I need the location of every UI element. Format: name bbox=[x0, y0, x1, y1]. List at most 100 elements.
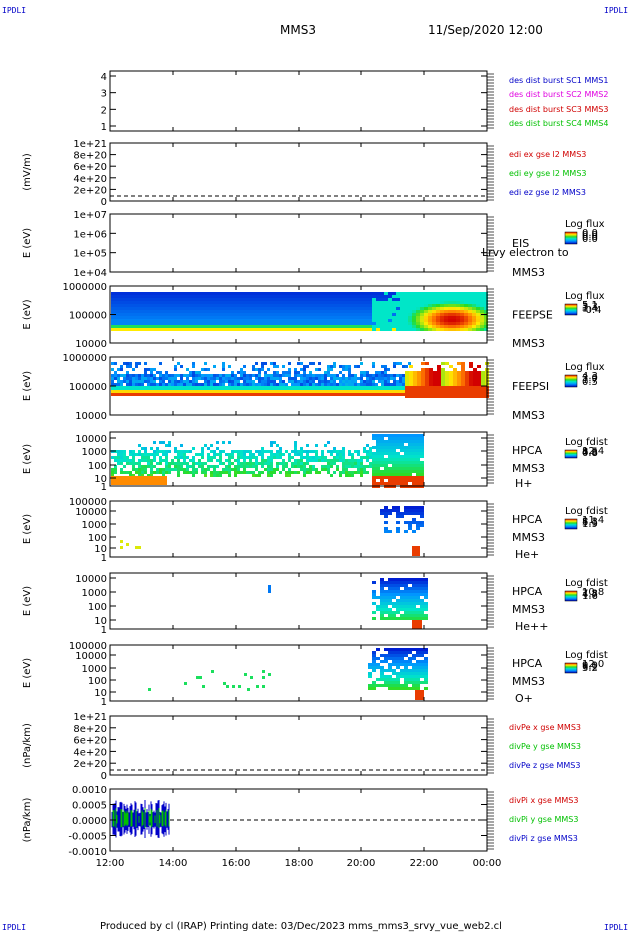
spectrogram-cell bbox=[123, 380, 126, 383]
spectrogram-cell bbox=[392, 319, 396, 322]
spectrogram-cell bbox=[120, 368, 123, 371]
spectrogram-cell bbox=[306, 377, 309, 380]
spectrogram-cell bbox=[153, 465, 156, 468]
spectrogram-cell bbox=[275, 295, 279, 298]
spectrogram-cell bbox=[412, 452, 416, 455]
spectrogram-cell bbox=[147, 453, 150, 456]
spectrogram-cell bbox=[408, 599, 412, 602]
spectrogram-cell bbox=[235, 322, 239, 325]
spectrogram-cell bbox=[360, 468, 363, 471]
spectrogram-cell bbox=[195, 295, 199, 298]
spectrogram-cell bbox=[405, 371, 409, 374]
spectrogram-cell bbox=[396, 304, 400, 307]
spectrogram-cell bbox=[119, 292, 123, 295]
spectrogram-cell bbox=[384, 608, 388, 611]
spectrogram-cell bbox=[318, 471, 321, 474]
spectrogram-cell bbox=[376, 304, 380, 307]
spectrogram-cell bbox=[211, 292, 215, 295]
spectrogram-cell bbox=[135, 307, 139, 310]
spectrogram-cell bbox=[204, 362, 207, 365]
legend-entry: edi ey gse l2 MMS3 bbox=[509, 169, 587, 178]
spectrogram-cell bbox=[476, 319, 480, 322]
spectrogram-cell bbox=[297, 380, 300, 383]
spectrogram-cell bbox=[412, 298, 416, 301]
spectrogram-cell bbox=[392, 663, 396, 666]
spectrogram-cell bbox=[243, 468, 246, 471]
spectrogram-cell bbox=[366, 453, 369, 456]
spectrogram-cell bbox=[249, 383, 252, 386]
spectrogram-cell bbox=[366, 383, 369, 386]
spectrogram-cell bbox=[207, 292, 211, 295]
spectrogram-cell bbox=[444, 307, 448, 310]
spectrogram-cell bbox=[404, 654, 408, 657]
spectrogram-cell bbox=[440, 304, 444, 307]
spectrogram-cell bbox=[396, 506, 400, 509]
spectrogram-cell bbox=[231, 383, 234, 386]
spectrogram-cell bbox=[347, 319, 351, 322]
spectrogram-cell bbox=[445, 374, 449, 377]
spectrogram-cell bbox=[303, 295, 307, 298]
spectrogram-cell bbox=[324, 374, 327, 377]
spectrogram-cell bbox=[151, 322, 155, 325]
spectrogram-cell bbox=[404, 482, 408, 485]
panel-content bbox=[111, 434, 424, 488]
spectrogram-cell bbox=[171, 307, 175, 310]
spectrogram-cell bbox=[436, 328, 440, 331]
spectrogram-cell bbox=[408, 362, 411, 365]
spectrogram-cell bbox=[384, 316, 388, 319]
spectrogram-cell bbox=[405, 383, 409, 386]
spectrogram-cell bbox=[327, 459, 330, 462]
spectrogram-cell bbox=[258, 453, 261, 456]
spectrogram-cell bbox=[367, 316, 371, 319]
spectrogram-cell bbox=[327, 468, 330, 471]
spectrogram-cell bbox=[231, 310, 235, 313]
spectrogram-cell bbox=[428, 328, 432, 331]
spectrogram-cell bbox=[408, 449, 412, 452]
spectrogram-cell bbox=[412, 434, 416, 437]
spectrogram-cell bbox=[421, 374, 425, 377]
spectrogram-cell bbox=[147, 474, 150, 477]
spectrogram-cell bbox=[417, 389, 421, 392]
spectrogram-cell bbox=[294, 374, 297, 377]
spectrogram-cell bbox=[416, 578, 420, 581]
spectrogram-cell bbox=[465, 395, 469, 398]
spectrogram-cell bbox=[283, 313, 287, 316]
spectrogram-cell bbox=[437, 389, 441, 392]
spectrogram-cell bbox=[187, 295, 191, 298]
spectrogram-cell bbox=[440, 328, 444, 331]
spectrogram-cell bbox=[445, 371, 449, 374]
spectrogram-cell bbox=[413, 395, 417, 398]
spectrogram-cell bbox=[460, 304, 464, 307]
spectrogram-cell bbox=[180, 377, 183, 380]
spectrogram-cell bbox=[318, 380, 321, 383]
spectrogram-cell bbox=[147, 295, 151, 298]
spectrogram-cell bbox=[259, 310, 263, 313]
spectrogram-cell bbox=[132, 450, 135, 453]
spectrogram-cell bbox=[343, 298, 347, 301]
spectrogram-cell bbox=[440, 319, 444, 322]
spectrogram-cell bbox=[247, 322, 251, 325]
spectrogram-cell bbox=[150, 453, 153, 456]
spectrogram-cell bbox=[129, 471, 132, 474]
panel-frame bbox=[109, 715, 488, 776]
spectrogram-cell bbox=[279, 295, 283, 298]
spectrogram-cell bbox=[263, 292, 267, 295]
spectrogram-cell bbox=[345, 462, 348, 465]
spectrogram-cell bbox=[228, 377, 231, 380]
spectrogram-cell bbox=[127, 313, 131, 316]
spectrogram-cell bbox=[126, 371, 129, 374]
spectrogram-cell bbox=[384, 443, 388, 446]
spectrogram-cell bbox=[307, 310, 311, 313]
spectrogram-cell bbox=[372, 660, 376, 663]
spectrogram-cell bbox=[331, 304, 335, 307]
spectrogram-cell bbox=[424, 328, 428, 331]
spectrogram-cell bbox=[448, 316, 452, 319]
spectrogram-cell bbox=[472, 313, 476, 316]
spectrogram-cell bbox=[376, 458, 380, 461]
spectrogram-cell bbox=[448, 307, 452, 310]
spectrogram-cell bbox=[267, 459, 270, 462]
spectrogram-cell bbox=[381, 365, 384, 368]
spectrogram-cell bbox=[339, 377, 342, 380]
spectrogram-cell bbox=[404, 479, 408, 482]
spectrogram-cell bbox=[171, 301, 175, 304]
